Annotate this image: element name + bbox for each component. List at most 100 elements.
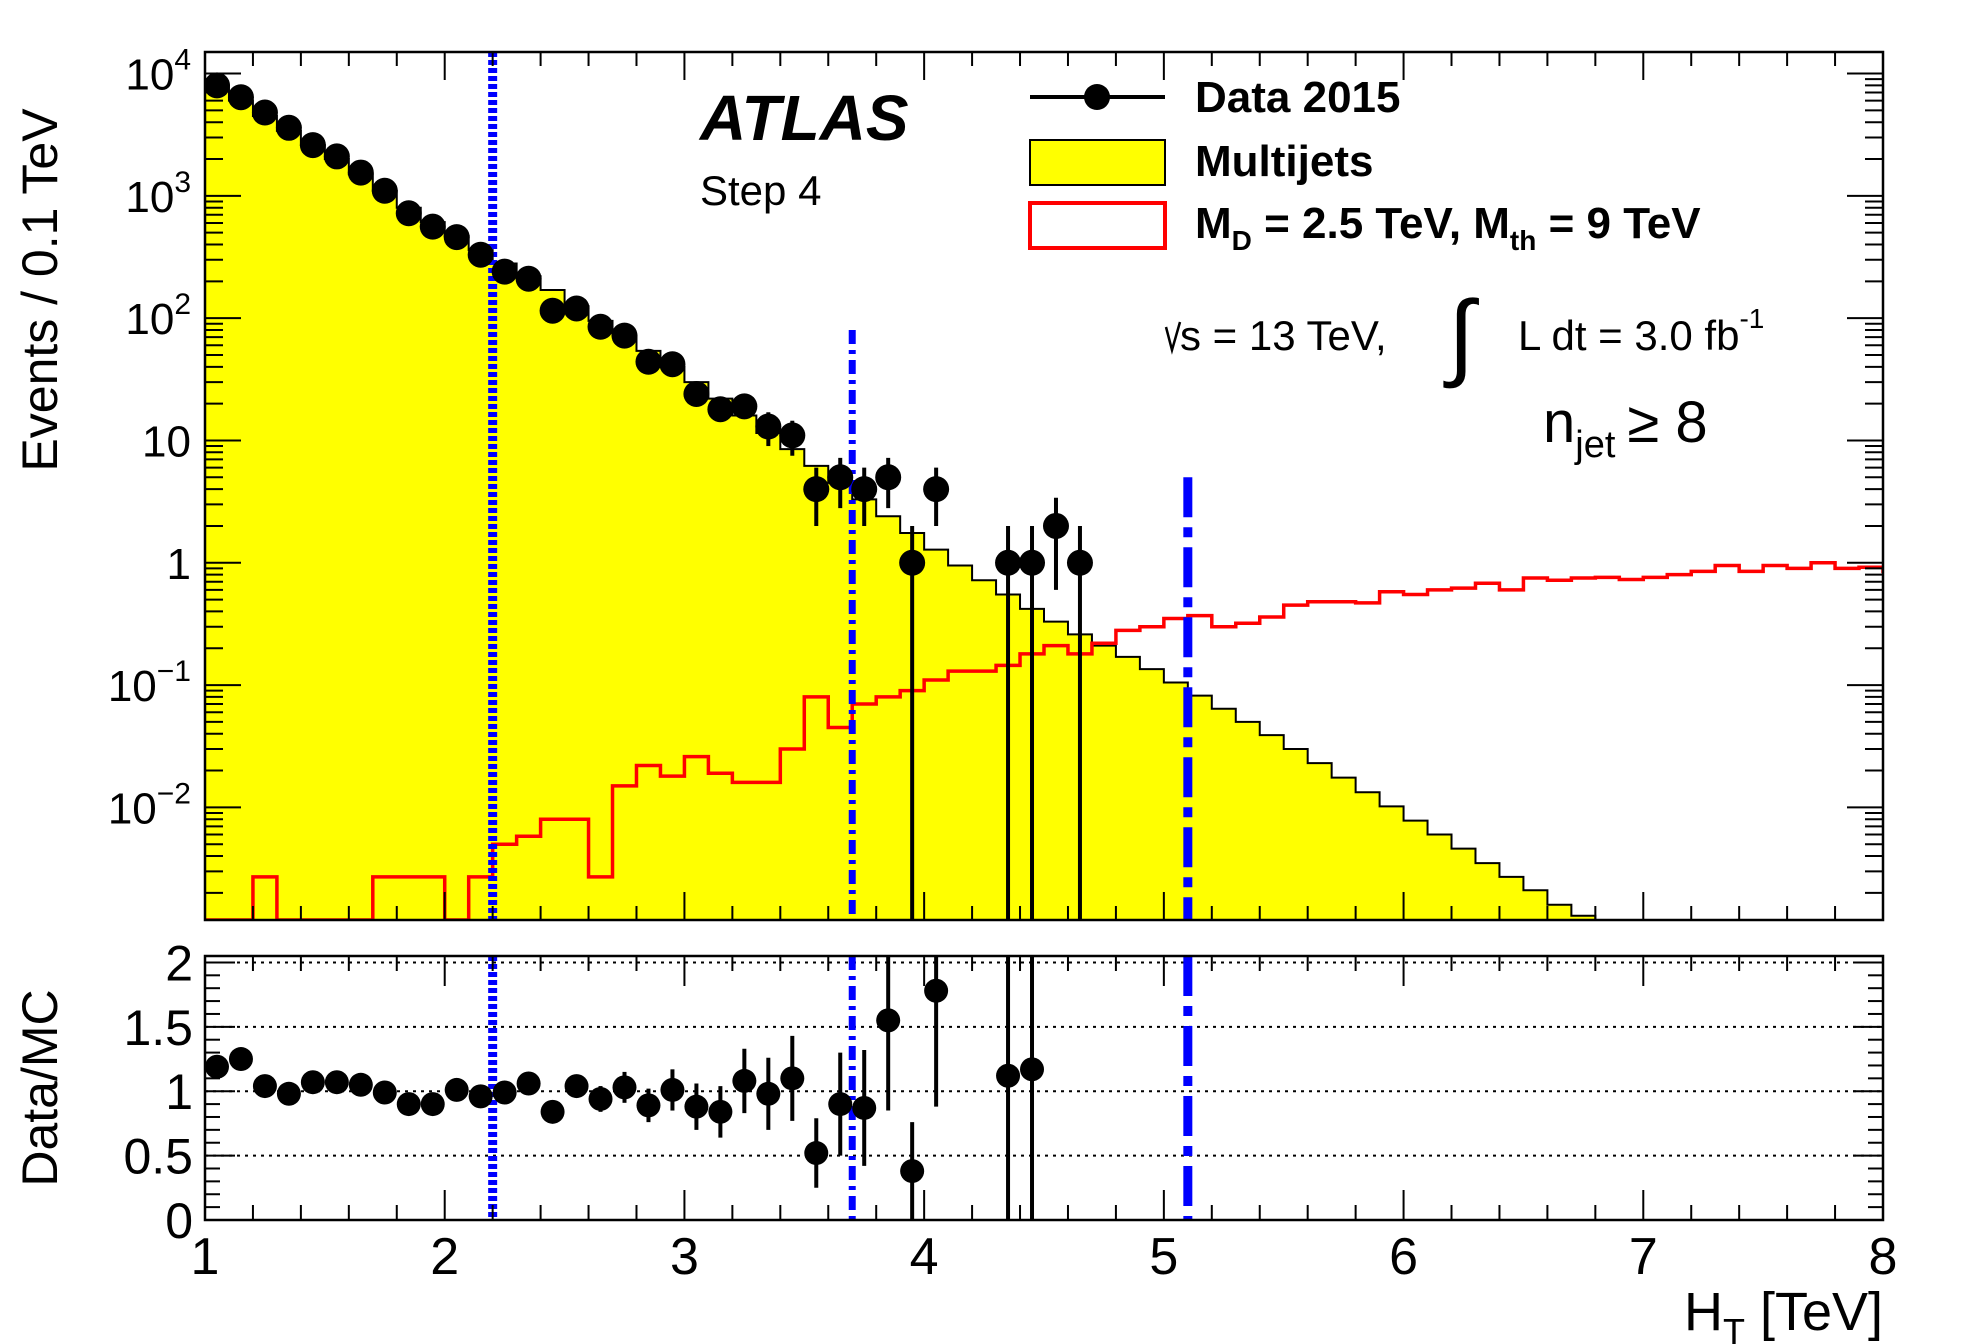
x-tick-label: 4 — [910, 1228, 939, 1286]
data-point — [275, 114, 302, 141]
data-point — [323, 143, 350, 170]
x-tick-label: 2 — [430, 1228, 459, 1286]
y-tick-label: 102 — [125, 288, 191, 344]
x-tick-label: 6 — [1389, 1228, 1418, 1286]
ratio-marker — [1020, 1057, 1045, 1082]
ratio-point — [372, 1080, 397, 1105]
data-point — [779, 420, 806, 456]
ratio-point — [564, 1074, 589, 1099]
energy-label: s = 13 TeV, — [1180, 312, 1387, 359]
ratio-marker — [924, 978, 949, 1003]
data-point — [659, 351, 686, 378]
ratio-point — [276, 1081, 301, 1106]
ratio-marker — [300, 1070, 325, 1095]
y-tick-label: 104 — [125, 44, 191, 100]
ratio-point — [252, 1074, 277, 1099]
main-frame — [203, 50, 1885, 922]
lumi-label: L dt = 3.0 fb-1 — [1518, 303, 1764, 359]
data-point — [635, 348, 662, 375]
ratio-point — [732, 1048, 757, 1114]
ratio-marker — [468, 1084, 493, 1109]
legend-entry-multijets: Multijets — [1029, 137, 1373, 186]
ratio-point — [540, 1099, 565, 1124]
ratio-y-tick-label: 1.5 — [123, 1000, 193, 1056]
ratio-marker — [372, 1080, 397, 1105]
data-marker — [803, 476, 830, 503]
main-plot-area — [205, 52, 1883, 920]
data-marker — [659, 351, 686, 378]
y-tick-label: 10−2 — [108, 777, 191, 833]
data-point — [755, 412, 782, 447]
data-point — [1019, 525, 1046, 920]
ratio-marker — [804, 1141, 829, 1166]
data-point — [515, 265, 542, 292]
ratio-point — [708, 1086, 733, 1138]
data-point — [443, 224, 470, 251]
data-marker — [1066, 549, 1093, 576]
data-point — [1042, 497, 1069, 590]
ratio-marker — [612, 1075, 637, 1100]
ratio-point — [684, 1083, 709, 1130]
data-point — [707, 396, 734, 423]
ratio-point — [660, 1069, 685, 1111]
ratio-point — [516, 1071, 541, 1096]
integral-symbol: ∫ — [1443, 282, 1479, 389]
data-marker — [491, 258, 518, 285]
x-tick-label: 8 — [1869, 1228, 1898, 1286]
legend-label-data: Data 2015 — [1195, 73, 1400, 122]
ratio-y-tick-label: 1 — [165, 1064, 193, 1120]
data-marker — [299, 132, 326, 159]
ratio-point — [924, 956, 949, 1107]
data-marker — [875, 464, 902, 491]
data-point — [611, 322, 638, 349]
ratio-point — [1020, 956, 1045, 1220]
ratio-point — [300, 1070, 325, 1095]
ratio-axis-ticks — [204, 956, 1884, 1221]
data-marker — [923, 476, 950, 503]
ratio-point — [348, 1072, 373, 1097]
data-marker — [779, 422, 806, 449]
data-points — [205, 72, 1093, 920]
data-marker — [251, 99, 278, 126]
ratio-marker — [444, 1077, 469, 1102]
ratio-marker — [348, 1072, 373, 1097]
ratio-point — [492, 1080, 517, 1105]
ratio-marker — [205, 1054, 229, 1079]
data-point — [587, 313, 614, 340]
legend-label-signal: MD = 2.5 TeV, Mth = 9 TeV — [1195, 199, 1701, 256]
data-point — [371, 177, 398, 204]
legend-label-multijets: Multijets — [1195, 137, 1373, 186]
ratio-marker — [708, 1099, 733, 1124]
ratio-marker — [828, 1092, 853, 1117]
ratio-point — [900, 1122, 925, 1220]
main-axis-ticks — [204, 52, 1884, 920]
ratio-marker — [780, 1066, 805, 1091]
ratio-marker — [396, 1092, 421, 1117]
ratio-marker — [492, 1080, 517, 1105]
ratio-frame — [203, 954, 1885, 1222]
ratio-y-axis-title: Data/MC — [12, 989, 68, 1186]
ratio-point — [780, 1035, 805, 1121]
data-point — [299, 132, 326, 159]
data-marker — [419, 213, 446, 240]
data-marker — [227, 84, 254, 111]
data-point — [875, 457, 902, 509]
ratio-marker — [564, 1074, 589, 1099]
ratio-point — [324, 1070, 349, 1095]
ratio-marker — [852, 1095, 877, 1120]
x-tick-label: 1 — [191, 1228, 220, 1286]
ratio-marker — [756, 1081, 781, 1106]
y-tick-label: 10−1 — [108, 655, 191, 711]
ratio-point — [876, 956, 901, 1111]
data-marker — [995, 549, 1022, 576]
ratio-point — [468, 1084, 493, 1109]
ratio-points — [205, 956, 1045, 1220]
data-marker — [1042, 512, 1069, 539]
data-point — [347, 159, 374, 186]
data-point — [251, 99, 278, 126]
ratio-marker — [684, 1094, 709, 1119]
data-marker — [467, 241, 494, 268]
ratio-point — [205, 1054, 229, 1079]
multijets-histogram-fill — [205, 85, 1883, 920]
